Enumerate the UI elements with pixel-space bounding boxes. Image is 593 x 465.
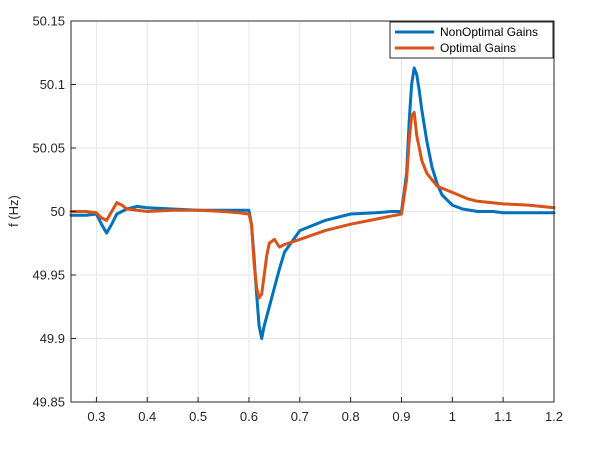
y-tick-label: 49.85 (32, 395, 65, 410)
x-tick-label: 0.5 (189, 409, 207, 424)
series-line-optimal (69, 110, 556, 300)
x-tick-label: 0.9 (392, 409, 410, 424)
legend-label-nonoptimal: NonOptimal Gains (440, 25, 538, 39)
y-tick-label: 50 (51, 204, 65, 219)
y-tick-label: 50.15 (32, 14, 65, 29)
y-axis-label: f (Hz) (6, 195, 21, 227)
legend-box (389, 21, 554, 59)
x-tick-label: 0.7 (291, 409, 309, 424)
x-tick-label: 0.8 (342, 409, 360, 424)
y-tick-label: 50.05 (32, 141, 65, 156)
series-layer (69, 66, 556, 340)
x-tick-label: 0.3 (87, 409, 105, 424)
x-tick-label: 0.6 (240, 409, 258, 424)
x-axis: 0.3 0.4 0.5 0.6 0.7 0.8 0.9 1 1.1 1.2 (87, 397, 563, 424)
y-axis: 49.85 49.9 49.95 50 50.05 50.1 50.15 (32, 14, 76, 410)
x-tick-label: 0.4 (138, 409, 156, 424)
y-tick-label: 49.95 (32, 268, 65, 283)
y-tick-label: 49.9 (40, 331, 65, 346)
x-tick-label: 1.2 (545, 409, 563, 424)
x-tick-label: 1.1 (494, 409, 512, 424)
x-tick-label: 1 (449, 409, 456, 424)
legend-label-optimal: Optimal Gains (440, 41, 516, 55)
series-line-nonoptimal (69, 66, 556, 340)
legend: NonOptimal Gains Optimal Gains (389, 21, 554, 59)
y-tick-label: 50.1 (40, 77, 65, 92)
